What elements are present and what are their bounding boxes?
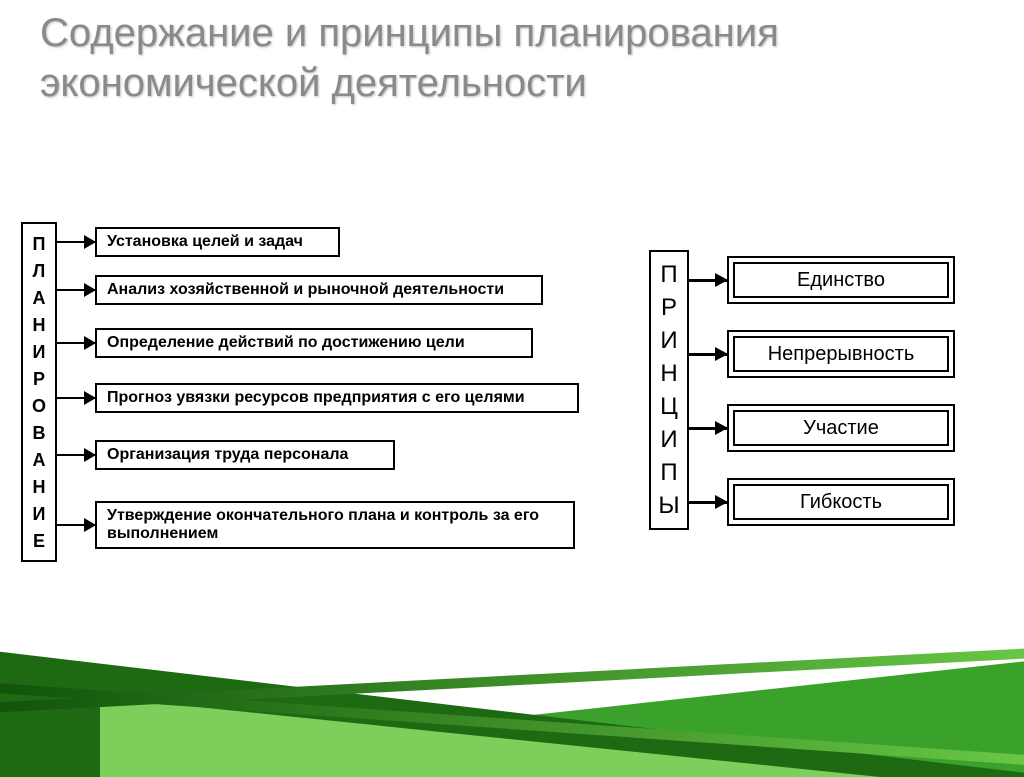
- planning-step-text: Организация труда персонала: [107, 446, 348, 463]
- arrow-right-icon: [689, 427, 727, 430]
- planning-vertical-label: П Л А Н И Р О В А Н И Е: [21, 222, 57, 562]
- vchar: О: [32, 397, 46, 415]
- planning-step: Прогноз увязки ресурсов предприятия с ег…: [95, 383, 579, 413]
- vchar: Ц: [660, 395, 678, 419]
- arrow-right-icon: [57, 524, 95, 526]
- vchar: П: [660, 263, 677, 287]
- planning-step-text: Утверждение окончательного плана и контр…: [107, 507, 539, 542]
- vchar: Ы: [658, 494, 679, 518]
- principle-row: Непрерывность: [689, 330, 955, 378]
- planning-step-row: Анализ хозяйственной и рыночной деятельн…: [57, 275, 543, 305]
- vchar: Н: [660, 362, 677, 386]
- principle-box: Участие: [727, 404, 955, 452]
- arrow-right-icon: [57, 454, 95, 456]
- vchar: Н: [33, 316, 46, 334]
- vchar: Р: [33, 370, 45, 388]
- planning-step-row: Определение действий по достижению цели: [57, 328, 533, 358]
- arrow-right-icon: [689, 501, 727, 504]
- vchar: Р: [661, 296, 677, 320]
- principle-text: Единство: [797, 269, 885, 292]
- planning-step-row: Установка целей и задач: [57, 227, 340, 257]
- vchar: Л: [33, 262, 46, 280]
- vchar: И: [33, 505, 46, 523]
- principle-row: Единство: [689, 256, 955, 304]
- slide-title: Содержание и принципы планирования эконо…: [40, 8, 984, 108]
- vchar: И: [660, 329, 677, 353]
- vchar: П: [660, 461, 677, 485]
- arrow-right-icon: [689, 279, 727, 282]
- principle-text: Участие: [803, 417, 879, 440]
- planning-step-row: Утверждение окончательного плана и контр…: [57, 501, 575, 549]
- principle-box: Гибкость: [727, 478, 955, 526]
- planning-step-text: Установка целей и задач: [107, 233, 303, 250]
- planning-step: Утверждение окончательного плана и контр…: [95, 501, 575, 549]
- vchar: Н: [33, 478, 46, 496]
- principle-row: Участие: [689, 404, 955, 452]
- planning-step-text: Определение действий по достижению цели: [107, 334, 465, 351]
- planning-step: Организация труда персонала: [95, 440, 395, 470]
- planning-step-row: Прогноз увязки ресурсов предприятия с ег…: [57, 383, 579, 413]
- arrow-right-icon: [57, 241, 95, 243]
- principle-box: Непрерывность: [727, 330, 955, 378]
- principle-text: Непрерывность: [768, 343, 915, 366]
- arrow-right-icon: [57, 289, 95, 291]
- planning-step-row: Организация труда персонала: [57, 440, 395, 470]
- vchar: Е: [33, 532, 45, 550]
- arrow-right-icon: [57, 397, 95, 399]
- vchar: И: [33, 343, 46, 361]
- vchar: А: [33, 451, 46, 469]
- principle-row: Гибкость: [689, 478, 955, 526]
- planning-step-text: Прогноз увязки ресурсов предприятия с ег…: [107, 389, 525, 406]
- planning-step: Определение действий по достижению цели: [95, 328, 533, 358]
- planning-step: Установка целей и задач: [95, 227, 340, 257]
- principle-box: Единство: [727, 256, 955, 304]
- vchar: П: [33, 235, 46, 253]
- vchar: А: [33, 289, 46, 307]
- principles-vertical-label: П Р И Н Ц И П Ы: [649, 250, 689, 530]
- planning-step: Анализ хозяйственной и рыночной деятельн…: [95, 275, 543, 305]
- arrow-right-icon: [689, 353, 727, 356]
- vchar: И: [660, 428, 677, 452]
- arrow-right-icon: [57, 342, 95, 344]
- principle-text: Гибкость: [800, 491, 882, 514]
- decorative-swoosh: [0, 587, 1024, 777]
- planning-step-text: Анализ хозяйственной и рыночной деятельн…: [107, 281, 504, 298]
- vchar: В: [33, 424, 46, 442]
